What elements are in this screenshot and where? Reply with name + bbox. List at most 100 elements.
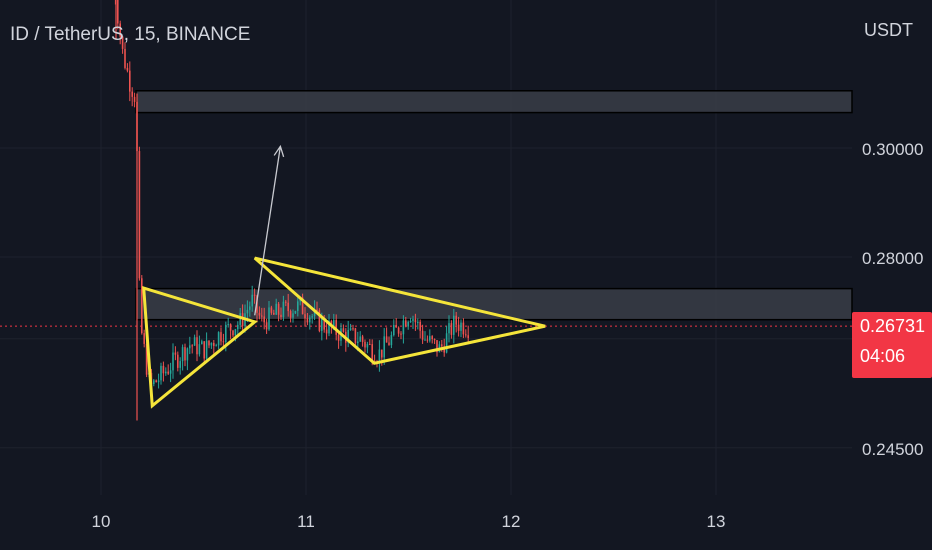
candle-body — [431, 336, 433, 340]
candle-body — [167, 371, 169, 374]
candle-body — [165, 371, 167, 374]
symbol-title[interactable]: ID / TetherUS, 15, BINANCE — [10, 24, 251, 45]
candle-body — [251, 294, 253, 307]
candle-body — [347, 330, 349, 343]
candle-body — [397, 327, 400, 334]
resistance-zone — [135, 90, 853, 114]
x-tick-label: 11 — [297, 512, 315, 531]
candle-body — [297, 301, 299, 311]
candle-body — [181, 347, 184, 362]
candle-body — [270, 307, 273, 313]
candle-body — [126, 67, 129, 71]
candle-body — [289, 311, 292, 318]
candle-body — [193, 337, 196, 346]
candle-body — [285, 301, 287, 303]
candle-body — [369, 343, 371, 345]
candle-body — [407, 321, 409, 327]
candle-body — [371, 344, 373, 361]
candle-body — [186, 348, 189, 361]
candle-body — [436, 340, 438, 353]
candle-body — [441, 344, 443, 347]
candle-body — [273, 312, 275, 315]
y-tick-label: 0.30000 — [862, 140, 923, 159]
candle-body — [390, 335, 393, 346]
candle-body — [237, 324, 239, 330]
time-axis[interactable]: 10 11 12 13 — [92, 512, 726, 531]
candle-body — [465, 334, 467, 336]
triangle-pattern-1 — [142, 285, 258, 409]
candle-body — [333, 319, 335, 327]
candle-body — [412, 318, 414, 322]
last-price-tag: 0.26731 04:06 — [852, 312, 932, 378]
candle-body — [172, 352, 174, 371]
candle-body — [287, 302, 289, 312]
candle-body — [141, 278, 143, 334]
x-tick-label: 12 — [502, 512, 521, 531]
y-tick-label: 0.28000 — [862, 249, 923, 268]
candle-body — [153, 380, 155, 385]
candle-body — [388, 342, 390, 346]
candle-body — [354, 328, 357, 344]
candle-body — [421, 330, 424, 340]
candle-body — [177, 354, 179, 368]
candle-body — [426, 339, 429, 341]
candle-body — [311, 316, 313, 318]
last-price-value: 0.26731 — [860, 316, 926, 336]
projection-arrow-head — [273, 144, 285, 158]
candle-body — [321, 318, 323, 331]
resistance-zones — [135, 90, 853, 321]
candle-body — [208, 340, 210, 346]
projection-arrow-line — [254, 146, 282, 316]
candle-body — [395, 325, 397, 328]
candle-body — [210, 342, 213, 346]
candle-body — [364, 341, 366, 348]
candle-body — [249, 306, 251, 310]
candle-body — [328, 320, 330, 334]
candle-body — [342, 328, 345, 332]
candle-body — [227, 324, 229, 326]
candle-body — [124, 48, 126, 68]
candle-body — [361, 336, 364, 342]
candle-body — [280, 314, 282, 318]
candle-body — [277, 303, 280, 315]
price-axis[interactable]: 0.30000 0.28000 0.24500 — [862, 140, 923, 459]
candle-body — [313, 309, 316, 317]
x-tick-label: 10 — [92, 512, 111, 531]
candle-body — [409, 321, 412, 323]
candle-body — [229, 324, 232, 331]
candle-body — [275, 303, 277, 315]
candle-body — [258, 312, 261, 316]
candle-body — [189, 345, 191, 349]
candle-body — [460, 322, 462, 331]
candle-body — [215, 345, 217, 347]
candle-body — [424, 339, 426, 341]
candle-body — [191, 345, 193, 347]
candle-body — [385, 336, 388, 343]
candle-body — [301, 297, 304, 315]
candle-body — [306, 318, 309, 323]
candle-body — [138, 151, 141, 279]
candle-body — [196, 337, 198, 355]
candle-body — [145, 343, 148, 375]
candle-body — [121, 36, 124, 49]
candle-body — [304, 314, 306, 319]
candle-body — [294, 310, 297, 314]
candle-body — [337, 334, 340, 341]
candle-body — [213, 342, 215, 346]
x-tick-label: 13 — [707, 512, 726, 531]
candle-body — [234, 329, 237, 336]
candle-body — [402, 320, 405, 335]
candle-body — [253, 294, 256, 296]
candle-body — [155, 380, 157, 383]
candle-body — [119, 23, 121, 37]
candle-body — [417, 321, 419, 323]
candle-body — [453, 315, 455, 335]
y-tick-label: 0.24500 — [862, 440, 923, 459]
candle-body — [160, 365, 162, 381]
candle-body — [174, 352, 177, 355]
candle-body — [169, 370, 172, 374]
candle-body — [131, 91, 133, 97]
candlestick-series — [114, 0, 469, 421]
candle-body — [225, 324, 227, 343]
